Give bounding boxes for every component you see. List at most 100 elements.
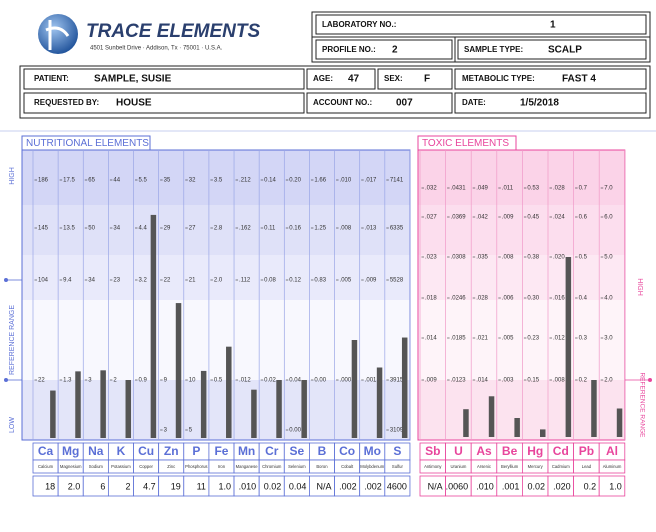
tick-label: .0123 [451, 378, 467, 384]
bar [276, 380, 282, 438]
element-name: Boron [316, 464, 328, 469]
tick-label: 1.25 [314, 226, 326, 232]
bar [401, 337, 408, 438]
tick-label: 0.30 [527, 296, 539, 302]
element-symbol: Co [339, 444, 355, 458]
tick-label: 0.53 [527, 186, 539, 192]
tick-label: 3915 [390, 378, 404, 384]
bar [376, 367, 383, 438]
field-box [315, 39, 453, 60]
field-box [306, 68, 376, 90]
tick-label: .005 [340, 278, 352, 284]
tick-label: 0.15 [527, 378, 539, 384]
element-symbol: Na [88, 444, 104, 458]
section-tab [417, 135, 517, 151]
element-symbol: U [454, 444, 463, 458]
element-name: Lead [582, 464, 592, 469]
tick-label: .009 [502, 215, 514, 221]
field-box [23, 92, 305, 114]
cell [384, 459, 411, 474]
tick-label: 0.3 [579, 336, 588, 342]
element-value: .002 [339, 481, 357, 491]
tick-label: .017 [365, 178, 377, 184]
bar [301, 380, 307, 438]
field-box [457, 39, 647, 60]
element-name: Iron [218, 464, 226, 469]
tick-label: .028 [553, 186, 565, 192]
patient-box [19, 65, 651, 119]
tick-label: 6.0 [604, 215, 613, 221]
element-value: 4600 [387, 481, 407, 491]
bar [75, 371, 81, 438]
tick-label: 0.00 [314, 378, 326, 384]
tick-label: 0.20 [289, 178, 301, 184]
tick-label: .010 [340, 178, 352, 184]
bar [514, 418, 520, 437]
element-value: N/A [317, 481, 332, 491]
tick-label: 34 [113, 226, 120, 232]
tick-label: .003 [502, 378, 514, 384]
element-name: Cadmium [552, 464, 570, 469]
tick-label: 3109 [390, 428, 404, 434]
element-name: Uranium [450, 464, 466, 469]
label: LABORATORY NO.: [322, 20, 396, 29]
tick-label: .000 [340, 378, 352, 384]
bar [351, 340, 358, 438]
tick-label: .009 [425, 378, 437, 384]
field-box [377, 68, 453, 90]
tick-label: .028 [476, 296, 488, 302]
tick-label: 27 [189, 226, 196, 232]
band [22, 255, 410, 300]
field-box [306, 92, 453, 114]
value: 1/5/2018 [520, 98, 559, 109]
tick-label: .011 [502, 186, 514, 192]
tick-label: .012 [553, 336, 565, 342]
tick-label: .035 [476, 255, 488, 261]
tick-label: 5528 [390, 278, 404, 284]
element-symbol: Zn [164, 444, 179, 458]
tick-label: 7.0 [604, 186, 613, 192]
element-name: Sulfur [392, 464, 404, 469]
tick-label: 50 [88, 226, 95, 232]
element-name: Antimony [424, 464, 442, 469]
tick-label: 44 [113, 178, 120, 184]
element-value: .010 [239, 481, 257, 491]
label: REQUESTED BY: [34, 98, 99, 107]
tick-label: .049 [476, 186, 488, 192]
bar [150, 214, 157, 438]
element-value: 11 [197, 481, 206, 491]
tick-label: 10 [189, 378, 196, 384]
element-symbol: Mn [238, 444, 255, 458]
element-symbol: P [192, 444, 200, 458]
label: ACCOUNT NO.: [313, 98, 372, 107]
bar [488, 396, 495, 437]
tick-label: .008 [340, 226, 352, 232]
tick-label: .014 [425, 336, 437, 342]
element-name: Magnesium [60, 464, 82, 469]
element-value: 1.0 [219, 481, 232, 491]
bar [175, 303, 182, 438]
label: PATIENT: [34, 74, 69, 83]
field-box [23, 68, 305, 90]
bar [226, 346, 232, 438]
element-value: 2.0 [68, 481, 81, 491]
tick-label: 0.38 [527, 255, 539, 261]
axis-label: HIGH [636, 278, 643, 296]
element-value: .001 [502, 481, 520, 491]
element-name: Cobalt [341, 464, 354, 469]
tick-label: .112 [239, 278, 251, 284]
tick-label: 3.5 [214, 178, 223, 184]
bar [100, 370, 106, 438]
label: SAMPLE TYPE: [464, 45, 523, 54]
tick-label: 0.11 [264, 226, 276, 232]
element-symbol: B [318, 444, 327, 458]
tick-label: 23 [113, 278, 120, 284]
tick-label: 17.5 [63, 178, 75, 184]
tick-label: 34 [88, 278, 95, 284]
tick-label: .0431 [451, 186, 467, 192]
element-value: 19 [171, 481, 181, 491]
tick-label: 186 [38, 178, 49, 184]
element-name: Calcium [38, 464, 54, 469]
tick-label: 6335 [390, 226, 404, 232]
tick-label: .024 [553, 215, 565, 221]
